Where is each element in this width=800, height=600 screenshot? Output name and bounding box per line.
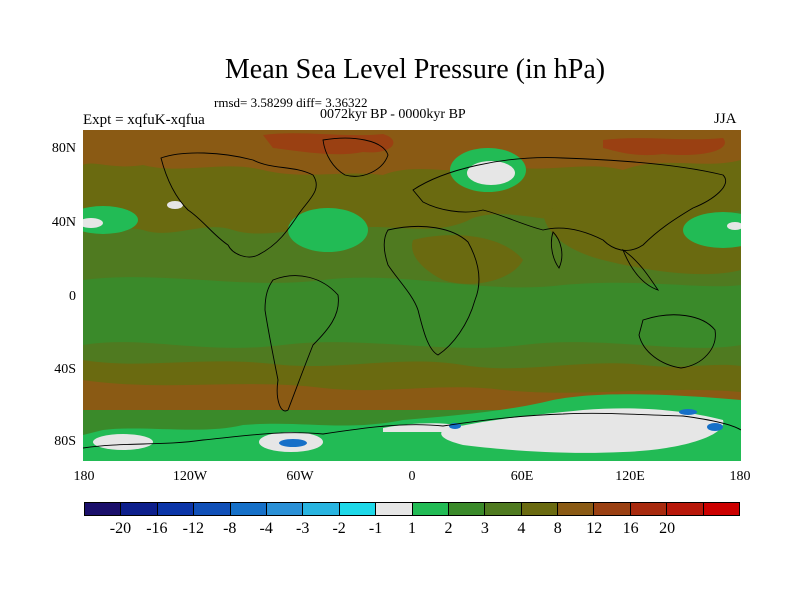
map-red-north-east	[603, 138, 725, 156]
chart-title: Mean Sea Level Pressure (in hPa)	[224, 54, 606, 85]
colorbar-label: 3	[480, 520, 489, 537]
colorbar-label: -3	[295, 520, 310, 537]
map-white-arctic	[467, 161, 515, 185]
coast-south-america	[264, 275, 339, 412]
pressure-map	[83, 130, 741, 461]
coast-africa	[383, 225, 480, 356]
x-tick-120w: 120W	[172, 469, 208, 484]
colorbar-label: 12	[586, 520, 603, 537]
colorbar-swatch-8	[376, 503, 413, 515]
colorbar-swatch-2	[157, 503, 195, 515]
map-white-antarctic	[441, 408, 724, 453]
colorbar-swatch-15	[630, 503, 668, 515]
colorbar-swatch-10	[448, 503, 486, 515]
colorbar-label: 1	[408, 520, 416, 537]
colorbar-label: 16	[622, 520, 639, 537]
map-white-ross	[93, 434, 153, 450]
coast-greenland	[322, 137, 389, 177]
map-brown-africa	[412, 235, 523, 284]
colorbar-swatch-16	[667, 503, 704, 515]
y-tick-40s: 40S	[54, 362, 76, 377]
colorbar-label: -12	[182, 520, 204, 537]
colorbar	[84, 502, 740, 516]
coast-antarctica	[83, 412, 741, 449]
colorbar-swatch-7	[339, 503, 377, 515]
x-tick-60e: 60E	[510, 469, 534, 484]
colorbar-label: 2	[444, 520, 453, 537]
map-green-north-atlantic	[288, 208, 368, 252]
colorbar-label: -16	[146, 520, 168, 537]
map-white-alaska	[167, 201, 183, 209]
stats-label: rmsd= 3.58299 diff= 3.36322	[214, 95, 368, 110]
coast-north-america	[160, 152, 317, 258]
map-blue-weddell	[279, 439, 307, 447]
colorbar-swatch-14	[594, 503, 631, 515]
colorbar-label: -2	[332, 520, 346, 537]
coast-southeast-asia	[622, 248, 660, 291]
map-blue-ross	[679, 409, 697, 415]
y-tick-40n: 40N	[51, 215, 76, 230]
map-green-equator	[83, 277, 741, 348]
colorbar-swatch-1	[121, 503, 158, 515]
colorbar-label: -8	[223, 520, 237, 537]
coast-eurasia	[412, 157, 726, 251]
y-tick-80n: 80N	[51, 141, 76, 156]
map-svg	[83, 130, 741, 461]
colorbar-label: 4	[517, 520, 526, 537]
map-red-north	[263, 133, 394, 155]
colorbar-swatch-5	[266, 503, 304, 515]
colorbar-label: 20	[659, 520, 676, 537]
colorbar-label: -20	[109, 520, 132, 537]
colorbar-swatch-3	[194, 503, 231, 515]
x-tick-60w: 60W	[286, 469, 314, 484]
experiment-label: Expt = xqfuK-xqfua	[83, 112, 205, 128]
colorbar-swatch-0	[85, 503, 122, 515]
map-darkbrown-north	[83, 130, 741, 175]
map-white-pacific-west	[83, 218, 103, 228]
map-blue-east-antarctic	[707, 423, 723, 431]
map-green-north-pacific-east	[683, 212, 741, 248]
colorbar-swatch-17	[703, 503, 740, 515]
colorbar-swatch-4	[230, 503, 267, 515]
colorbar-swatch-9	[412, 503, 449, 515]
x-tick-180w: 180	[73, 469, 95, 484]
coast-australia	[638, 314, 716, 369]
colorbar-swatch-12	[521, 503, 559, 515]
y-tick-80s: 80S	[54, 434, 76, 449]
colorbar-swatch-13	[558, 503, 595, 515]
colorbar-label: 8	[553, 520, 562, 537]
y-tick-0: 0	[69, 289, 76, 304]
colorbar-label: -4	[259, 520, 273, 537]
coastlines	[83, 137, 741, 449]
map-white-pacific-east	[727, 222, 741, 230]
colorbar-swatch-6	[303, 503, 340, 515]
season-label: JJA	[714, 111, 737, 127]
period-label: 0072kyr BP - 0000kyr BP	[320, 107, 466, 122]
x-tick-120e: 120E	[615, 469, 645, 484]
x-tick-180e: 180	[729, 469, 751, 484]
coast-india	[550, 231, 563, 269]
colorbar-label: -1	[368, 520, 383, 537]
x-tick-0: 0	[408, 469, 416, 484]
colorbar-swatch-11	[485, 503, 522, 515]
